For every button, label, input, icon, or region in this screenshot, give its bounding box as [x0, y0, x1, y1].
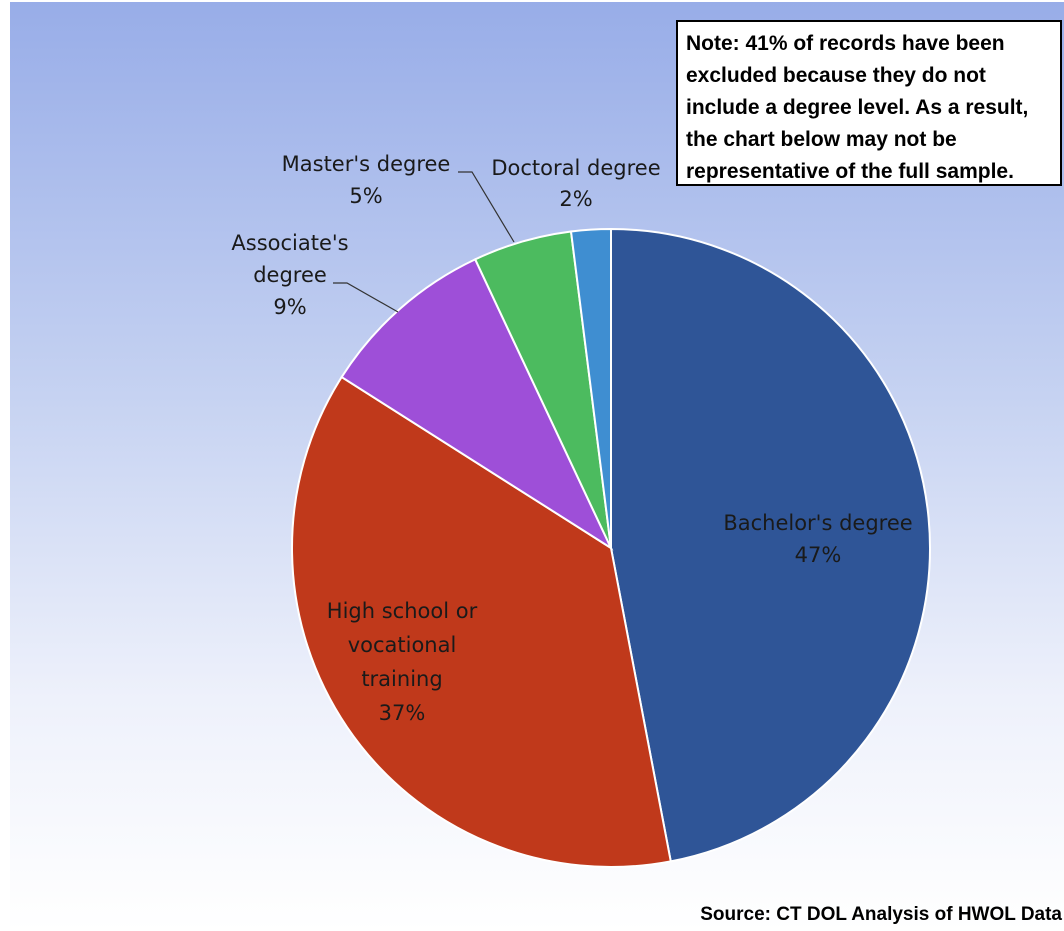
slice-value-label: 5%: [349, 184, 382, 208]
slice-name-label: vocational: [348, 633, 457, 657]
slice-value-label: 2%: [559, 187, 592, 211]
slice-label-2: Associate's degree 9%: [231, 231, 348, 319]
slice-name-label: Associate's: [231, 231, 348, 255]
pie-slice-1: [291, 375, 672, 868]
leader-line-2: [333, 282, 399, 313]
slice-labels: Bachelor's degree 47% High school or vocati…: [231, 152, 912, 725]
source-note: Source: CT DOL Analysis of HWOL Data: [700, 904, 1062, 925]
slice-name-label: High school or: [327, 599, 478, 623]
slice-name-label: Bachelor's degree: [723, 511, 912, 535]
slice-name-label: training: [361, 667, 442, 691]
slice-name-label: Master's degree: [282, 152, 451, 176]
pie-slice-4: [569, 227, 612, 549]
slice-name-label: Doctoral degree: [491, 156, 660, 180]
pie-slice-2: [340, 258, 614, 551]
slice-value-label: 47%: [795, 543, 842, 567]
slice-label-3: Master's degree 5%: [282, 152, 451, 208]
pie-slice-0: [610, 227, 931, 863]
slice-label-4: Doctoral degree 2%: [491, 156, 660, 211]
slice-label-0: Bachelor's degree 47%: [723, 511, 912, 567]
pie-slices: [291, 227, 931, 868]
slice-value-label: 9%: [273, 295, 306, 319]
leader-lines: [333, 171, 515, 313]
slice-label-1: High school or vocational training 37%: [327, 599, 478, 725]
slice-value-label: 37%: [379, 701, 426, 725]
note-box: Note: 41% of records have been excluded …: [676, 20, 1062, 186]
leader-line-3: [458, 171, 515, 243]
slice-name-label: degree: [253, 263, 327, 287]
